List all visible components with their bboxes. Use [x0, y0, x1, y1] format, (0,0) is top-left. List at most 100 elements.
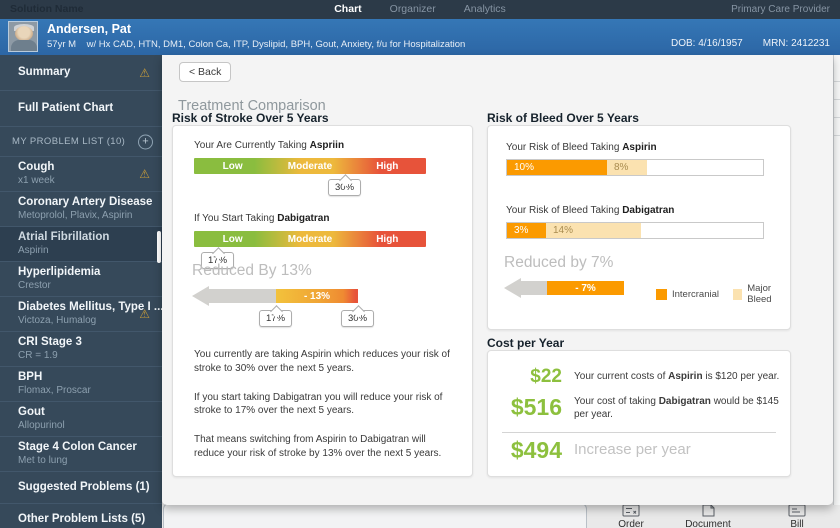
problem-sub: Flomax, Proscar — [18, 384, 91, 396]
cost-per-year-card: $22 Your current costs of Aspirin is $12… — [487, 350, 791, 477]
aspirin-stroke-risk-callout: 30% — [328, 179, 362, 196]
dabigatran-stroke-risk-callout: 17% — [201, 252, 235, 269]
bleed-bar-aspirin: 10% 8% — [506, 159, 764, 176]
bleed-dabigatran-drug-name: Dabigatran — [622, 205, 675, 216]
bleed-reduction-title: Reduced by 7% — [504, 254, 614, 271]
sidebar-item-stage-4-colon-cancer[interactable]: Stage 4 Colon Cancer Met to lung — [0, 437, 162, 472]
aspirin-intercranial-segment: 10% — [507, 160, 607, 175]
bleed-dabigatran-label: Your Risk of Bleed Taking Dabigatran — [506, 205, 674, 216]
cost-increase-amount: $494 — [510, 437, 562, 463]
sidebar-item-cri-stage-3[interactable]: CRI Stage 3 CR = 1.9 — [0, 332, 162, 367]
sidebar-item-bph[interactable]: BPH Flomax, Proscar — [0, 367, 162, 402]
patient-header: Andersen, Pat 57yr M w/ Hx CAD, HTN, DM1… — [0, 19, 840, 55]
order-icon — [622, 504, 640, 517]
dabigatran-intercranial-segment: 3% — [507, 223, 546, 238]
warning-icon: ⚠ — [139, 167, 150, 181]
tab-analytics[interactable]: Analytics — [463, 3, 506, 15]
sidebar-item-full-patient-chart[interactable]: Full Patient Chart — [0, 91, 162, 127]
problem-sub: Crestor — [18, 279, 51, 291]
patient-dob: DOB: 4/16/1957 — [671, 38, 743, 49]
sidebar-item-gout[interactable]: Gout Allopurinol — [0, 402, 162, 437]
bleed-aspirin-drug-name: Aspirin — [622, 142, 657, 153]
patient-meta: DOB: 4/16/1957 MRN: 2412231 — [671, 38, 830, 49]
sidebar-section-my-problem-list: MY PROBLEM LIST (10) + — [0, 127, 162, 157]
problem-sub: Victoza, Humalog — [18, 314, 97, 326]
warning-icon: ⚠ — [139, 307, 150, 321]
scale-high-label: High — [376, 160, 399, 172]
bill-button[interactable]: Bill — [765, 504, 829, 528]
underlying-row-dividers — [834, 64, 840, 152]
problem-label: Gout — [18, 405, 45, 418]
start-drug-label-prefix: If You Start Taking — [194, 213, 278, 224]
bleed-aspirin-label-prefix: Your Risk of Bleed Taking — [506, 142, 623, 153]
stroke-reduction-segment: - 13% — [276, 289, 358, 303]
intercranial-swatch-icon — [656, 288, 667, 300]
problem-label: Hyperlipidemia — [18, 265, 101, 278]
problem-label: Stage 4 Colon Cancer — [18, 440, 137, 453]
stroke-paragraph-1: You currently are taking Aspirin which r… — [194, 349, 450, 374]
patient-avatar — [8, 21, 38, 52]
sidebar-item-label: Suggested Problems (1) — [18, 480, 150, 493]
section-header-label: MY PROBLEM LIST (10) — [12, 136, 126, 147]
bleed-legend: Intercranial Major Bleed — [656, 283, 790, 305]
legend-item-major-bleed: Major Bleed — [733, 283, 790, 305]
bleed-aspirin-label: Your Risk of Bleed Taking Aspirin — [506, 142, 657, 153]
main-tabs: Chart Organizer Analytics — [334, 3, 506, 15]
sidebar-item-summary[interactable]: Summary ⚠ — [0, 55, 162, 91]
sidebar-item-atrial-fibrillation[interactable]: Atrial Fibrillation Aspirin — [0, 227, 162, 262]
aspirin-cost-text: Your current costs of Aspirin is $120 pe… — [574, 370, 782, 383]
problem-sub: CR = 1.9 — [18, 349, 58, 361]
sidebar-item-cough[interactable]: Cough x1 week ⚠ — [0, 157, 162, 192]
tab-organizer[interactable]: Organizer — [389, 3, 436, 15]
order-label: Order — [618, 519, 644, 528]
scale-high-label: High — [376, 233, 399, 245]
problem-label: CRI Stage 3 — [18, 335, 82, 348]
scale-low-label: Low — [222, 233, 243, 245]
dabigatran-cost-prefix: Your cost of taking — [574, 396, 659, 407]
aspirin-cost-amount: $22 — [530, 366, 562, 387]
sidebar-item-label: Other Problem Lists (5) — [18, 512, 146, 525]
tab-chart[interactable]: Chart — [334, 3, 362, 15]
page-title: Treatment Comparison — [178, 97, 326, 114]
sidebar-scrollbar-thumb[interactable] — [157, 231, 161, 263]
stroke-reduction-title: Reduced By 13% — [192, 262, 312, 279]
scale-moderate-label: Moderate — [287, 160, 333, 172]
bleed-risk-heading: Risk of Bleed Over 5 Years — [487, 111, 639, 125]
scale-low-label: Low — [222, 160, 243, 172]
problem-label: Cough — [18, 160, 55, 173]
aspirin-cost-drug: Aspirin — [668, 371, 703, 382]
dabigatran-cost-amount: $516 — [510, 394, 562, 420]
dabigatran-cost-drug: Dabigatran — [658, 396, 711, 407]
bleed-risk-card: Your Risk of Bleed Taking Aspirin 10% 8%… — [487, 125, 791, 330]
current-drug-name: Aspriin — [309, 140, 345, 151]
major-bleed-swatch-icon — [733, 288, 743, 300]
order-button[interactable]: Order — [599, 504, 663, 528]
patient-info: Andersen, Pat 57yr M w/ Hx CAD, HTN, DM1… — [47, 22, 465, 50]
stroke-paragraph-2: If you start taking Dabigatran you will … — [194, 391, 443, 417]
legend-intercranial-label: Intercranial — [672, 288, 719, 300]
aspirin-cost-prefix: Your current costs of — [574, 371, 669, 382]
sidebar: Summary ⚠ Full Patient Chart MY PROBLEM … — [0, 55, 164, 528]
patient-details: 57yr M w/ Hx CAD, HTN, DM1, Colon Ca, IT… — [47, 39, 466, 50]
sidebar-item-suggested-problems[interactable]: Suggested Problems (1) — [0, 472, 162, 504]
sidebar-item-other-problem-lists[interactable]: Other Problem Lists (5) — [0, 504, 162, 528]
warning-icon: ⚠ — [139, 65, 150, 80]
reduction-arrow-head — [504, 278, 521, 298]
problem-label: BPH — [18, 370, 43, 383]
dabigatran-cost-text: Your cost of taking Dabigatran would be … — [574, 395, 782, 421]
back-button[interactable]: < Back — [179, 62, 232, 82]
sidebar-item-hyperlipidemia[interactable]: Hyperlipidemia Crestor — [0, 262, 162, 297]
problem-label: Coronary Artery Disease — [18, 195, 153, 208]
underlying-right-panel-edge — [833, 55, 840, 505]
add-problem-icon[interactable]: + — [138, 134, 153, 149]
problem-sub: Met to lung — [18, 454, 68, 466]
aspirin-cost-suffix: is $120 per year. — [702, 371, 780, 382]
document-label: Document — [685, 519, 731, 528]
stroke-risk-heading: Risk of Stroke Over 5 Years — [172, 111, 329, 125]
bleed-bar-dabigatran: 3% 14% — [506, 222, 764, 239]
document-button[interactable]: Document — [676, 504, 740, 528]
sidebar-item-diabetes-mellitus[interactable]: Diabetes Mellitus, Type I ... Victoza, H… — [0, 297, 164, 332]
sidebar-item-coronary-artery-disease[interactable]: Coronary Artery Disease Metoprolol, Plav… — [0, 192, 162, 227]
scale-moderate-label: Moderate — [287, 233, 333, 245]
